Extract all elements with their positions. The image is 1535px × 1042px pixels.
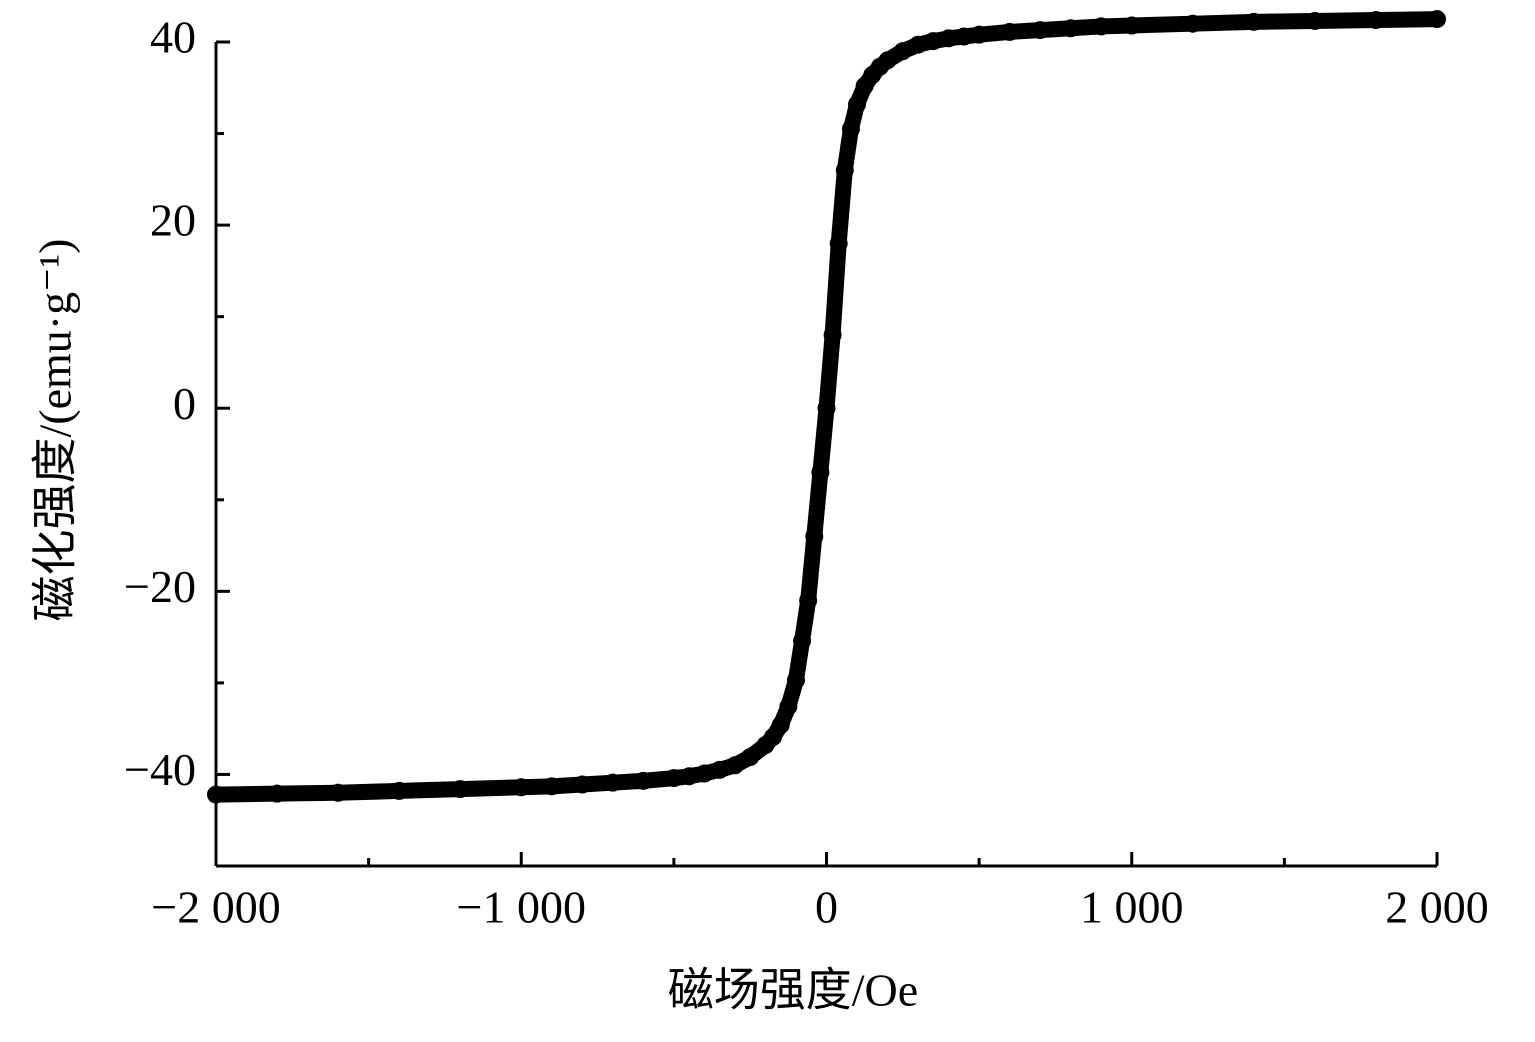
data-point [1000, 22, 1019, 41]
data-point [741, 748, 760, 767]
data-point [573, 775, 592, 794]
data-point [390, 781, 409, 800]
data-point [779, 697, 798, 716]
data-point [893, 42, 912, 61]
data-point [1428, 10, 1446, 29]
data-point [829, 234, 848, 253]
data-point [811, 463, 830, 482]
data-point [1183, 14, 1202, 33]
data-point [817, 399, 836, 418]
data-point [634, 771, 653, 790]
data-point [1092, 17, 1111, 36]
data-point [835, 161, 854, 180]
data-point [841, 119, 860, 138]
data-point [680, 767, 699, 786]
data-point [725, 756, 744, 775]
data-point [1031, 21, 1050, 40]
data-point [207, 785, 225, 804]
data-point [451, 780, 470, 799]
y-tick-label: 20 [150, 195, 196, 246]
x-tick-label: 0 [815, 882, 838, 933]
y-tick-label: 40 [150, 12, 196, 63]
data-point [603, 773, 622, 792]
data-point [268, 784, 287, 803]
data-point [970, 25, 989, 44]
data-point [954, 27, 973, 46]
data-point [1061, 19, 1080, 38]
data-point [1366, 11, 1385, 30]
data-point [329, 783, 348, 802]
data-point [771, 716, 790, 735]
y-tick-label: 0 [173, 378, 196, 429]
data-point [664, 769, 683, 788]
data-point [695, 764, 714, 783]
data-point [793, 631, 812, 650]
data-point [799, 591, 818, 610]
y-tick-label: −20 [124, 561, 196, 612]
data-point [1305, 11, 1324, 30]
data-point [924, 32, 943, 51]
data-point [786, 671, 805, 690]
data-point [1122, 16, 1141, 35]
data-point [805, 527, 824, 546]
y-tick-label: −40 [124, 744, 196, 795]
x-tick-label: −1 000 [457, 882, 586, 933]
y-axis-title: 磁化强度/(emu·g⁻¹) [30, 238, 81, 621]
data-point [1244, 12, 1263, 31]
data-point [512, 778, 531, 797]
data-point [878, 51, 897, 70]
data-point [909, 35, 928, 54]
data-point [710, 760, 729, 779]
x-tick-label: 1 000 [1080, 882, 1184, 933]
x-axis-title: 磁场强度/Oe [668, 965, 918, 1016]
x-tick-label: 2 000 [1385, 882, 1489, 933]
data-point [542, 777, 561, 796]
x-tick-label: −2 000 [151, 882, 280, 933]
data-point [848, 95, 867, 114]
data-point [823, 325, 842, 344]
data-point [939, 29, 958, 48]
